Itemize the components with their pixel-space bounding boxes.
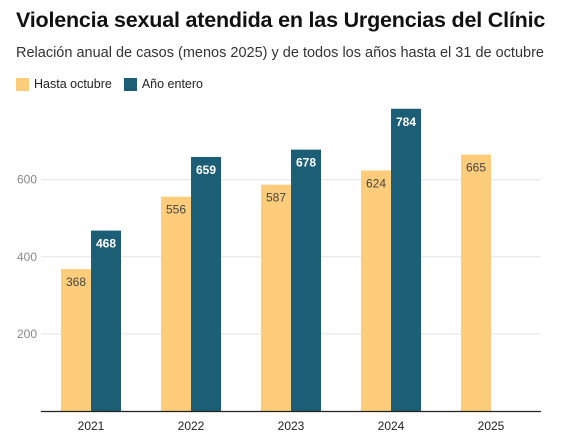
- x-tick-label-2022: 2022: [178, 419, 205, 433]
- legend-item-hasta-octubre: Hasta octubre: [16, 77, 112, 91]
- x-tick-label-2025: 2025: [478, 419, 505, 433]
- data-label-ano-entero-2022: 659: [196, 163, 216, 177]
- bar-ano-entero-2024: [391, 108, 421, 411]
- bar-hasta-octubre-2023: [261, 184, 291, 411]
- y-tick-label-400: 400: [17, 250, 37, 264]
- bar-hasta-octubre-2021: [61, 269, 91, 411]
- x-tick-label-2024: 2024: [378, 419, 405, 433]
- legend-swatch-ano-entero: [123, 77, 137, 91]
- bar-ano-entero-2023: [291, 149, 321, 412]
- x-tick-label-2023: 2023: [278, 419, 305, 433]
- bar-hasta-octubre-2025: [461, 154, 491, 411]
- data-label-ano-entero-2021: 468: [96, 237, 116, 251]
- chart-title: Violencia sexual atendida en las Urgenci…: [16, 8, 546, 32]
- data-label-ano-entero-2023: 678: [296, 156, 316, 170]
- x-tick-label-2021: 2021: [78, 419, 105, 433]
- data-label-hasta-octubre-2023: 587: [266, 191, 286, 205]
- legend-label-hasta-octubre: Hasta octubre: [34, 77, 112, 91]
- bar-ano-entero-2021: [91, 230, 121, 411]
- chart-subtitle: Relación anual de casos (menos 2025) y d…: [16, 45, 544, 61]
- chart-legend: Hasta octubre Año entero: [16, 76, 215, 92]
- legend-item-ano-entero: Año entero: [123, 77, 203, 91]
- legend-label-ano-entero: Año entero: [141, 77, 203, 91]
- y-tick-label-600: 600: [17, 173, 37, 187]
- data-label-ano-entero-2024: 784: [396, 115, 416, 129]
- data-label-hasta-octubre-2022: 556: [166, 203, 186, 217]
- y-tick-label-200: 200: [17, 327, 37, 341]
- data-label-hasta-octubre-2021: 368: [66, 275, 86, 289]
- bar-ano-entero-2022: [191, 156, 221, 411]
- bar-hasta-octubre-2022: [161, 196, 191, 411]
- legend-swatch-hasta-octubre: [16, 77, 29, 91]
- bar-hasta-octubre-2024: [361, 170, 391, 411]
- data-label-hasta-octubre-2025: 665: [466, 161, 486, 175]
- data-label-hasta-octubre-2024: 624: [366, 176, 386, 190]
